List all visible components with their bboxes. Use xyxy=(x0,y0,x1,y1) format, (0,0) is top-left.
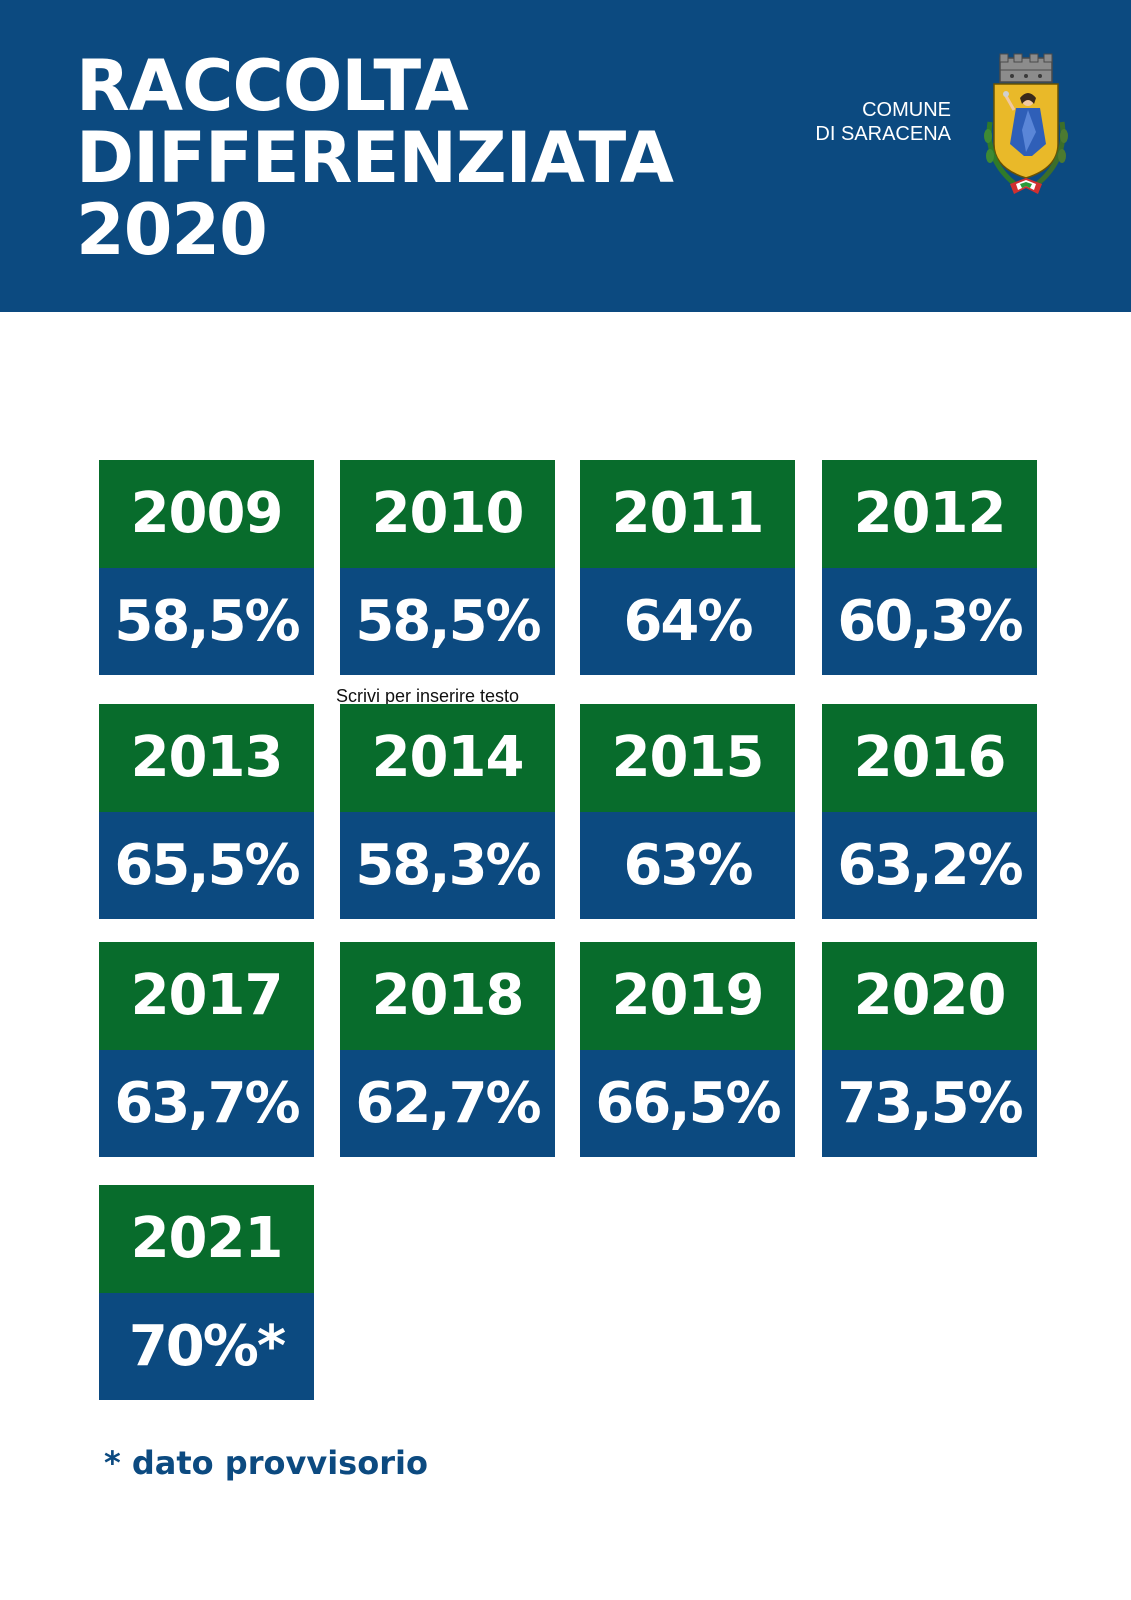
tile-year: 2012 xyxy=(822,460,1037,568)
year-tile-2015: 2015 63% xyxy=(580,704,795,919)
tile-percentage: 63% xyxy=(580,812,795,919)
comune-line-2: DI SARACENA xyxy=(815,123,951,145)
tile-year: 2019 xyxy=(580,942,795,1050)
title-line-2: DIFFERENZIATA xyxy=(76,117,674,199)
year-tile-2011: 2011 64% xyxy=(580,460,795,675)
year-tile-2017: 2017 63,7% xyxy=(99,942,314,1157)
year-tile-2018: 2018 62,7% xyxy=(340,942,555,1157)
title-line-1: RACCOLTA xyxy=(76,45,469,127)
tile-year: 2010 xyxy=(340,460,555,568)
year-tile-2014: 2014 58,3% xyxy=(340,704,555,919)
year-tile-2010: 2010 58,5% xyxy=(340,460,555,675)
page-title: RACCOLTA DIFFERENZIATA 2020 xyxy=(76,45,674,271)
year-tile-2012: 2012 60,3% xyxy=(822,460,1037,675)
title-line-3: 2020 xyxy=(76,189,268,271)
saracena-coat-of-arms-icon xyxy=(984,53,1068,194)
tile-percentage: 58,5% xyxy=(99,568,314,675)
tile-year: 2015 xyxy=(580,704,795,812)
tile-percentage: 58,3% xyxy=(340,812,555,919)
tile-year: 2017 xyxy=(99,942,314,1050)
tile-percentage: 58,5% xyxy=(340,568,555,675)
tile-percentage: 62,7% xyxy=(340,1050,555,1157)
footnote: * dato provvisorio xyxy=(104,1444,428,1482)
year-tile-2009: 2009 58,5% xyxy=(99,460,314,675)
tile-year: 2021 xyxy=(99,1185,314,1293)
tile-year: 2014 xyxy=(340,704,555,812)
tile-year: 2011 xyxy=(580,460,795,568)
tile-year: 2013 xyxy=(99,704,314,812)
tile-year: 2009 xyxy=(99,460,314,568)
year-tile-2020: 2020 73,5% xyxy=(822,942,1037,1157)
tile-percentage: 64% xyxy=(580,568,795,675)
tile-percentage: 73,5% xyxy=(822,1050,1037,1157)
tile-year: 2018 xyxy=(340,942,555,1050)
tile-percentage: 63,2% xyxy=(822,812,1037,919)
year-tile-2021: 2021 70%* xyxy=(99,1185,314,1400)
year-tile-2019: 2019 66,5% xyxy=(580,942,795,1157)
tile-percentage: 65,5% xyxy=(99,812,314,919)
tile-percentage: 66,5% xyxy=(580,1050,795,1157)
tile-percentage: 60,3% xyxy=(822,568,1037,675)
comune-label: COMUNE DI SARACENA xyxy=(815,98,951,146)
tile-percentage: 63,7% xyxy=(99,1050,314,1157)
comune-line-1: COMUNE xyxy=(862,99,951,121)
header-banner: RACCOLTA DIFFERENZIATA 2020 COMUNE DI SA… xyxy=(0,0,1131,312)
year-tile-2016: 2016 63,2% xyxy=(822,704,1037,919)
year-tile-2013: 2013 65,5% xyxy=(99,704,314,919)
tile-percentage: 70%* xyxy=(99,1293,314,1400)
tile-year: 2016 xyxy=(822,704,1037,812)
placeholder-text[interactable]: Scrivi per inserire testo xyxy=(336,686,520,706)
tile-year: 2020 xyxy=(822,942,1037,1050)
